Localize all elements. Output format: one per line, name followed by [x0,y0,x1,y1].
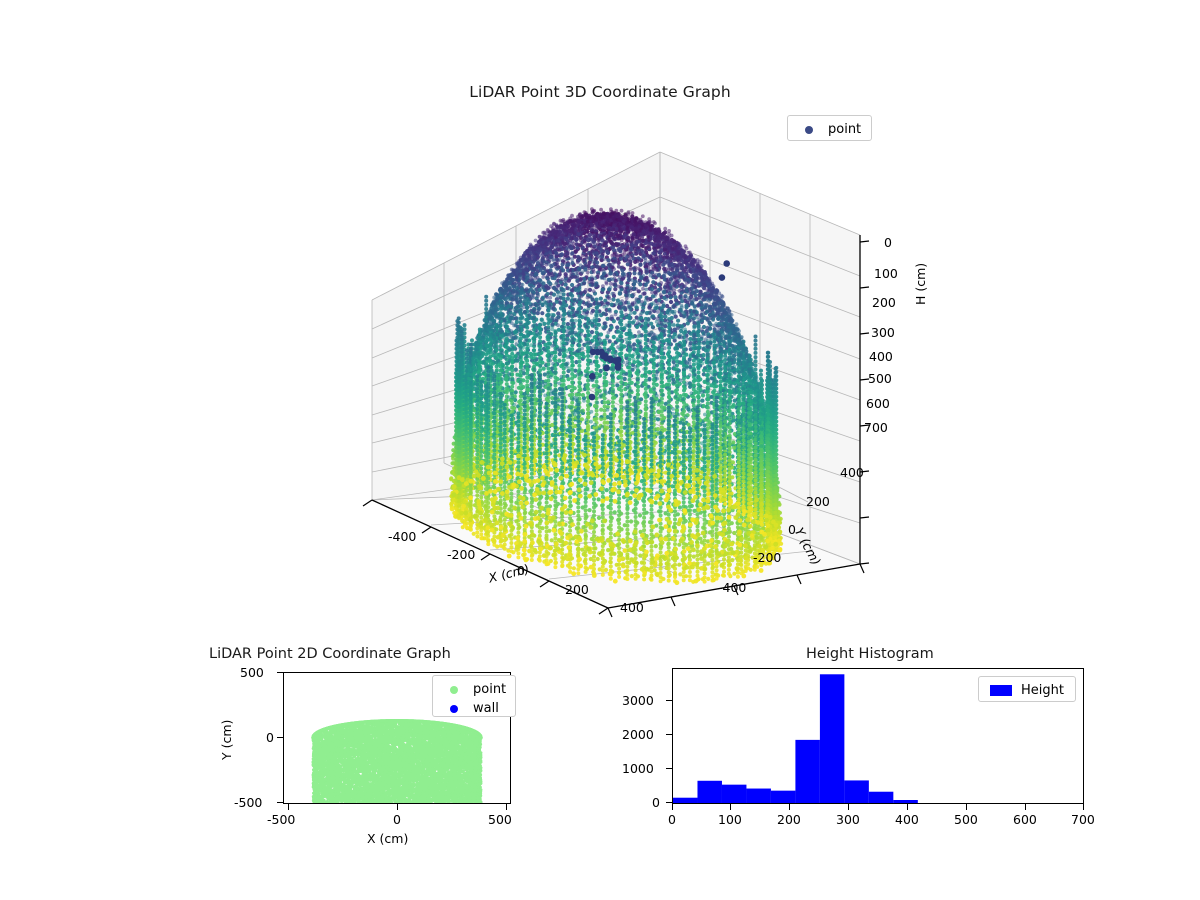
plot3d-canvas [362,151,870,618]
point-marker-icon [796,125,822,134]
xtick-mark-2d-2 [506,804,508,810]
xtick-label-2d-2: 500 [488,812,512,827]
plot2d-legend[interactable]: point wall [432,675,516,717]
plot3d-legend[interactable]: point [787,115,872,141]
xtick-label-2d-1: 0 [393,812,401,827]
xticks-3d [362,499,609,615]
histogram-bar [795,739,820,803]
legend-item-point[interactable]: point [796,120,863,139]
ytick-label-0: -400 [718,580,746,595]
ztick-label-3: 300 [871,325,895,340]
xtick-label-hist-7: 700 [1071,812,1095,827]
xtick-label-4: 400 [620,600,644,615]
xtick-mark-hist-4 [907,804,909,810]
xtick-label-hist-6: 600 [1013,812,1037,827]
plot3d-title: LiDAR Point 3D Coordinate Graph [0,83,1200,101]
xtick-label-hist-3: 300 [836,812,860,827]
histogram-bar [673,797,698,803]
xtick-label-hist-0: 0 [668,812,676,827]
xtick-label-1: -200 [447,547,475,562]
ztick-label-1: 100 [874,266,898,281]
yticks-3d [607,563,865,618]
ytick-mark-2d-2 [277,802,283,804]
histogram-bar [697,780,722,803]
ytick-label-hist-1: 1000 [622,761,654,776]
histogram-bar [844,780,869,803]
plot2d-canvas [311,719,483,803]
histogram-bar [819,674,845,803]
zticks-3d [859,240,870,565]
xtick-mark-2d-0 [288,804,290,810]
xtick-label-0: -400 [388,529,416,544]
xtick-mark-hist-0 [672,804,674,810]
zaxis-label-3d: H (cm) [913,263,928,305]
legend-item-point-2d[interactable]: point [441,680,507,699]
xtick-label-hist-1: 100 [718,812,742,827]
height-bar-icon [987,685,1015,696]
histogram-bar [770,790,796,803]
ztick-label-5: 500 [868,371,892,386]
histogram-bar [721,784,747,803]
histogram-canvas [673,674,918,803]
legend-label-wall-2d: wall [467,701,499,716]
legend-item-height[interactable]: Height [987,681,1067,700]
ztick-label-7: 700 [864,420,888,435]
pointcloud-2d [311,719,483,803]
ztick-label-0: 0 [884,235,892,250]
wall-marker-icon [441,704,467,713]
plot2d-title: LiDAR Point 2D Coordinate Graph [209,646,451,662]
yaxis-label-2d: Y (cm) [219,720,234,760]
xtick-label-2: 0 [517,563,525,578]
xtick-mark-hist-3 [848,804,850,810]
ztick-label-6: 600 [866,396,890,411]
xaxis-label-2d: X (cm) [367,831,408,846]
plot3d-axes[interactable] [330,140,890,640]
ytick-label-2: 0 [788,522,796,537]
ytick-mark-hist-1 [666,768,672,770]
histogram-bars [673,674,918,803]
ytick-mark-hist-2 [666,734,672,736]
legend-label-point: point [822,122,861,137]
xtick-label-2d-0: -500 [267,812,295,827]
ytick-label-2d-0: -500 [234,795,262,810]
xtick-mark-hist-6 [1025,804,1027,810]
histogram-bar [893,800,918,803]
histogram-title: Height Histogram [806,646,934,662]
ytick-mark-hist-3 [666,700,672,702]
xtick-label-hist-4: 400 [895,812,919,827]
ytick-label-3: 200 [806,494,830,509]
ytick-label-1: -200 [753,550,781,565]
ytick-mark-hist-0 [666,802,672,804]
histogram-bar [746,788,771,803]
ytick-label-hist-2: 2000 [622,727,654,742]
ztick-label-2: 200 [872,295,896,310]
histogram-legend[interactable]: Height [978,676,1076,702]
xtick-label-3: 200 [565,582,589,597]
xtick-label-hist-2: 200 [777,812,801,827]
ytick-mark-2d-0 [277,672,283,674]
histogram-axes[interactable] [672,668,1084,804]
ytick-label-2d-2: 500 [240,665,264,680]
ytick-label-4: 400 [840,465,864,480]
xtick-mark-hist-2 [789,804,791,810]
ytick-mark-2d-1 [277,737,283,739]
ytick-label-2d-1: 0 [266,730,274,745]
xtick-label-hist-5: 500 [954,812,978,827]
xtick-mark-2d-1 [397,804,399,810]
xtick-mark-hist-7 [1083,804,1085,810]
ytick-label-hist-0: 0 [652,795,660,810]
ytick-label-hist-3: 3000 [622,693,654,708]
histogram-bar [868,791,894,803]
ztick-label-4: 400 [869,349,893,364]
xtick-mark-hist-5 [966,804,968,810]
legend-label-point-2d: point [467,682,506,697]
point-marker-icon [441,685,467,694]
pointcloud-3d [449,207,784,586]
xtick-mark-hist-1 [730,804,732,810]
legend-item-wall-2d[interactable]: wall [441,699,507,718]
legend-label-height: Height [1015,683,1064,698]
